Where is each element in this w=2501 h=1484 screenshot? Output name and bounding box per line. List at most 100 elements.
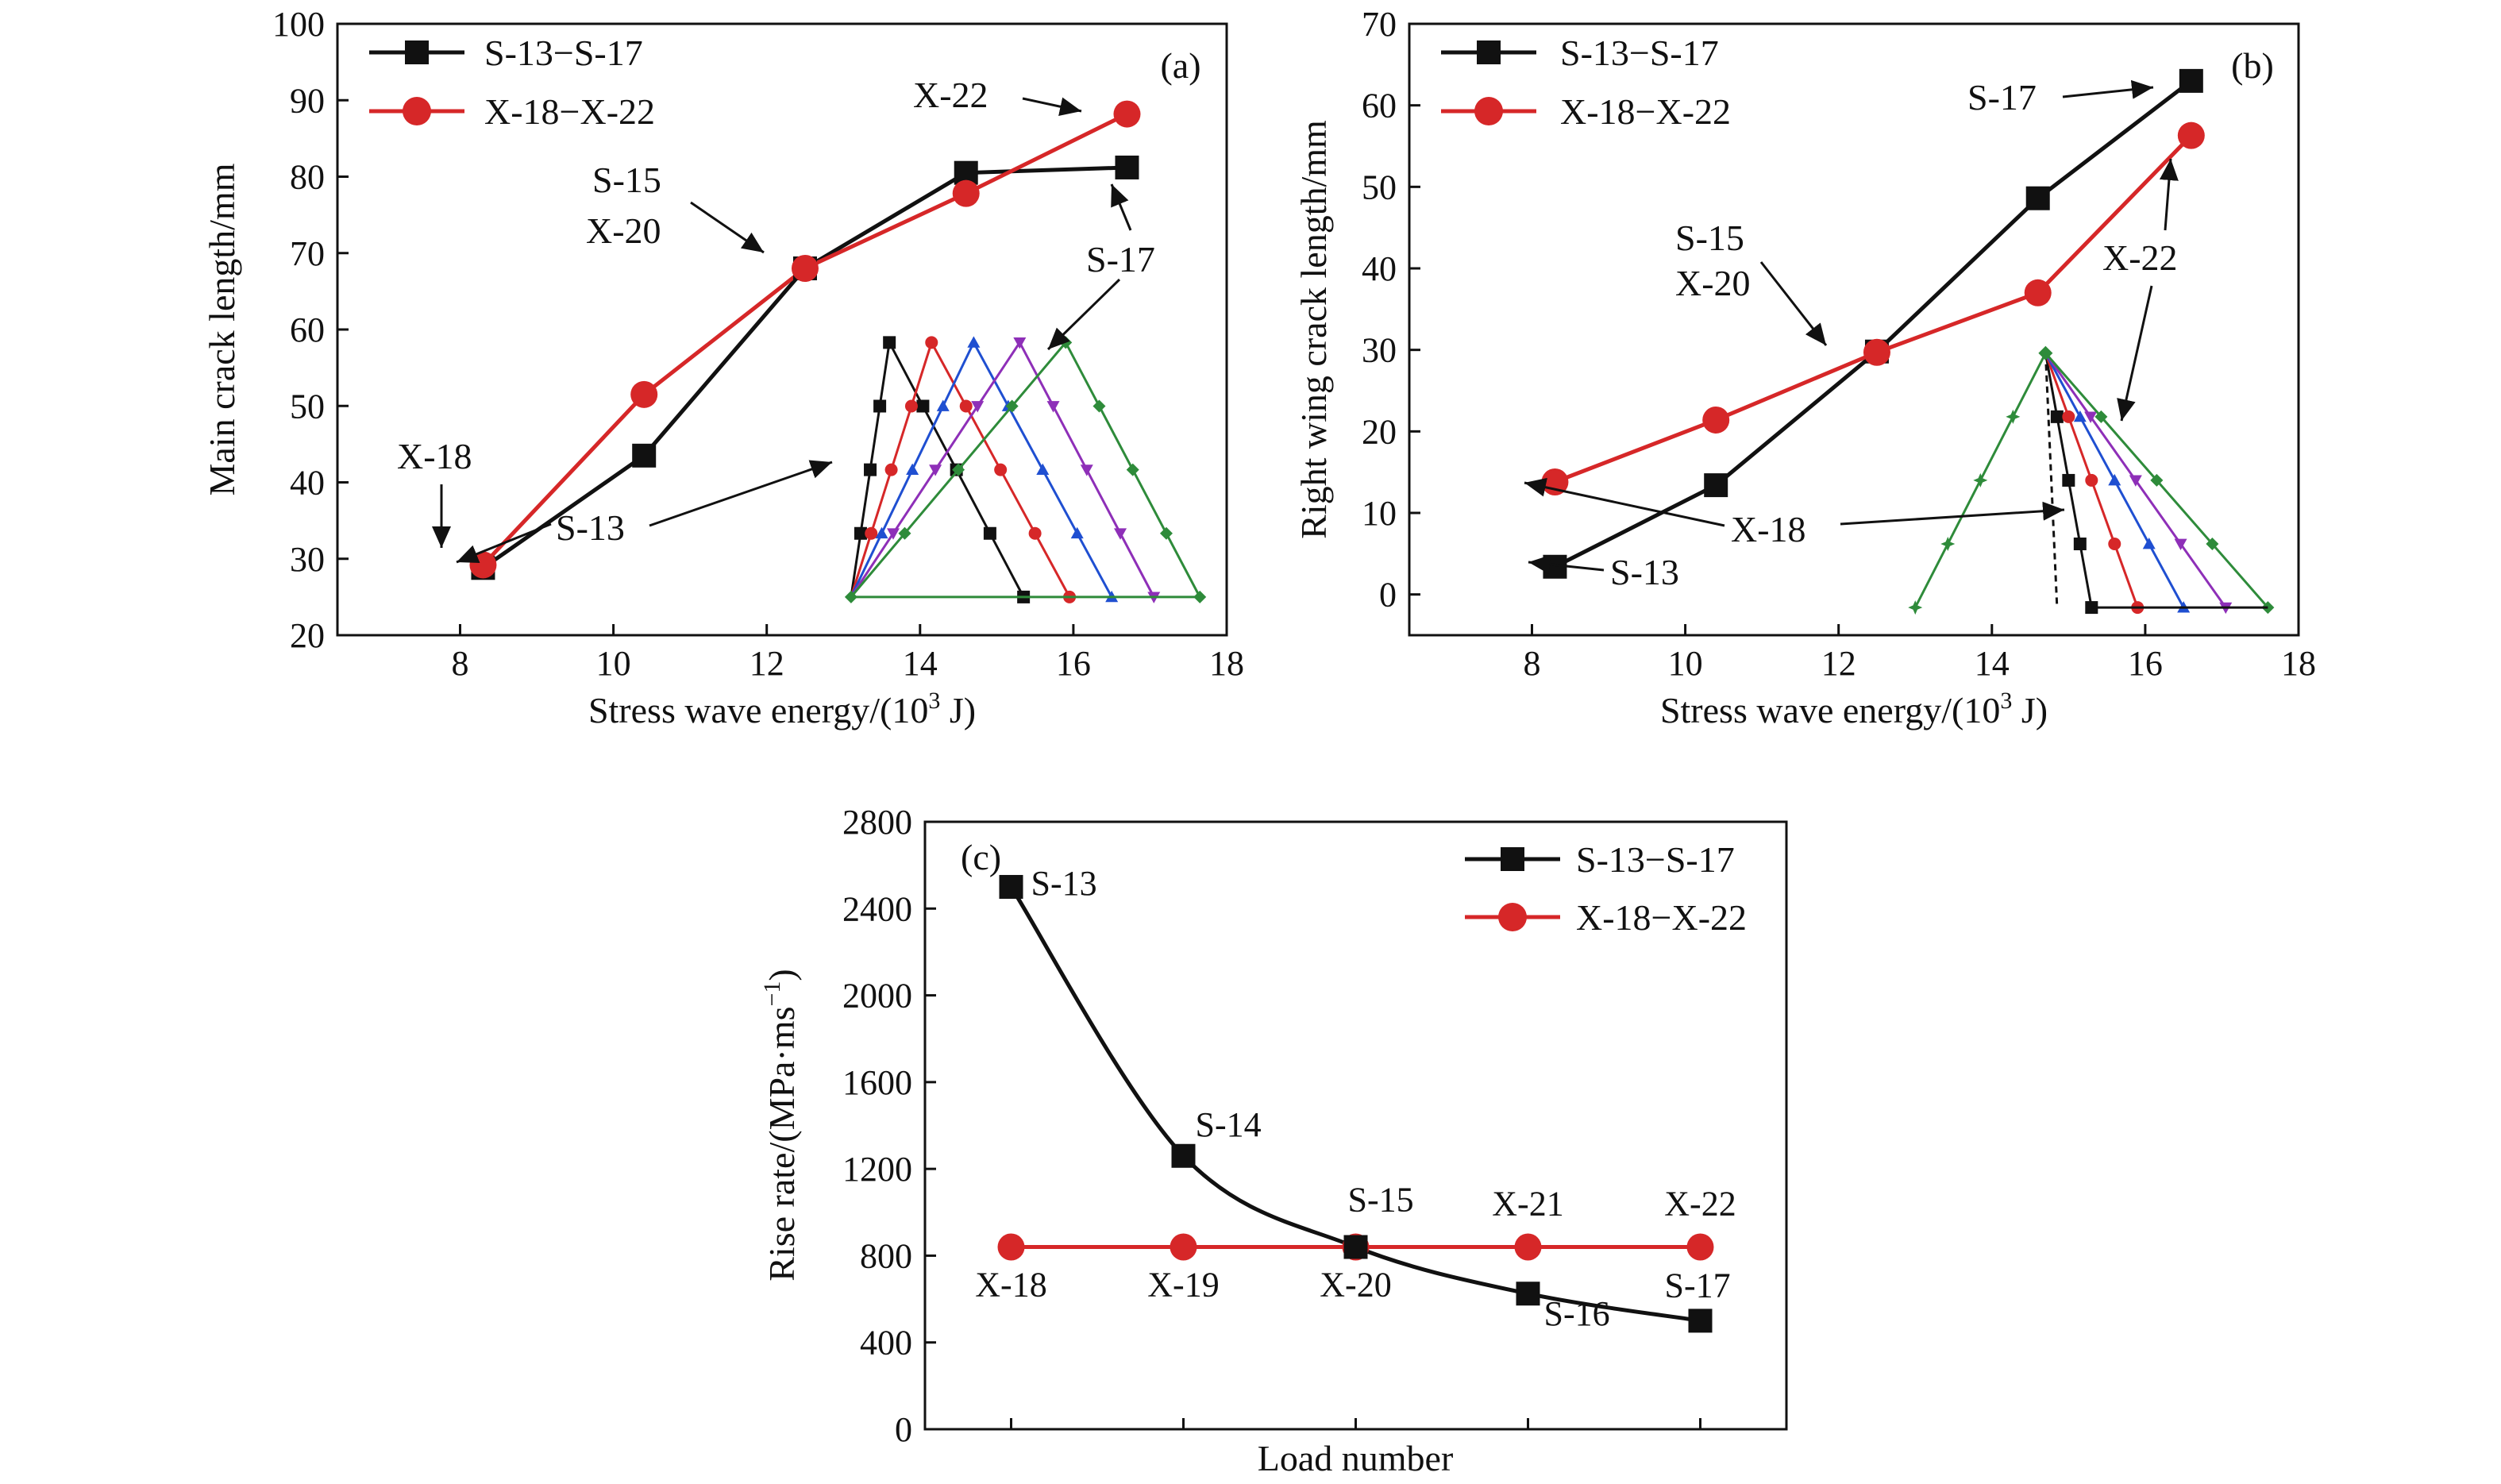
y-tick-label: 40 (290, 464, 325, 503)
data-point-s (1171, 1143, 1196, 1168)
panel-a-legend: S-13−S-17 X-18−X-22 (369, 33, 655, 132)
x-tick-label: 16 (1056, 644, 1091, 683)
arrow-x22 (1022, 97, 1082, 117)
inset-marker (1940, 537, 1956, 552)
inset-marker (983, 526, 996, 540)
point-label-s: S-14 (1196, 1105, 1262, 1144)
legend-marker-square (1477, 40, 1501, 64)
inset-marker (1080, 464, 1093, 476)
y-tick-label: 40 (1362, 249, 1397, 288)
y-tick-label: 100 (272, 5, 325, 44)
inset-marker (2094, 410, 2108, 423)
panel-c-ylabel: Rise rate/(MPa·ms−1) (759, 969, 802, 1281)
point-label-x: X-22 (1664, 1185, 1736, 1224)
inset-marker (844, 590, 857, 603)
inset-marker (929, 464, 942, 476)
inset-marker (864, 463, 877, 476)
x-tick-label: 14 (903, 644, 938, 683)
arrow-s13 (1528, 554, 1605, 574)
inset-marker (2038, 345, 2053, 360)
inset-marker (2073, 410, 2087, 422)
panel-a-ylabel: Main crack length/mm (202, 163, 242, 495)
legend-label-s: S-13−S-17 (1560, 33, 1719, 73)
inset-marker (883, 336, 896, 349)
inset-marker (884, 463, 898, 476)
point-label-x: X-20 (1320, 1266, 1391, 1305)
panel-b-chart: 8 10 12 14 16 18 0 10 20 30 40 50 60 70 Stress wave e… (1293, 5, 2316, 730)
inset-marker (865, 526, 878, 540)
inset-marker (1013, 337, 1027, 349)
panel-b-annotations: S-17 S-15 X-20 X-22 X-18 S-13 (1524, 77, 2179, 592)
inset-marker (2108, 538, 2121, 551)
y-tick-label: 70 (1362, 5, 1397, 44)
data-point-x (1514, 1233, 1542, 1261)
arrow-x22 (2159, 158, 2179, 231)
x-tick-label: 16 (2128, 644, 2163, 683)
data-point-s (2179, 68, 2203, 93)
panel-b-inset (1908, 345, 2275, 615)
y-tick-label: 50 (290, 387, 325, 426)
y-tick-label: 10 (1362, 494, 1397, 533)
inset-marker (1005, 399, 1019, 413)
legend-label-x: X-18−X-22 (1576, 897, 1747, 938)
panel-b-series (1541, 68, 2205, 579)
inset-marker (2062, 473, 2075, 487)
legend-label-s: S-13−S-17 (484, 33, 643, 73)
panel-b-frame (1408, 22, 2300, 637)
panel-c-series: S-13 S-14 S-15 S-16 S-17 X-18 X-19 X-20 X-21 X-22 (975, 864, 1736, 1333)
inset-marker (925, 336, 938, 349)
y-tick-label: 2400 (842, 889, 912, 928)
arrow-x18 (1524, 477, 1725, 527)
inset-marker (971, 401, 985, 413)
y-tick-label: 20 (290, 616, 325, 655)
inset-marker (2142, 538, 2156, 549)
annotation-s15: S-15 (1675, 218, 1744, 258)
y-tick-label: 1200 (842, 1150, 912, 1189)
inset-marker (2006, 409, 2021, 424)
annotation-s13: S-13 (556, 507, 625, 548)
inset-marker (904, 399, 918, 413)
inset-left-leg-black (2044, 353, 2059, 608)
panel-c-ticks: 0 400 800 1200 1600 2000 2400 2800 (842, 803, 1701, 1449)
annotation-s17: S-17 (1967, 77, 2037, 118)
inset-marker (2150, 473, 2164, 487)
panel-a-series (469, 100, 1141, 580)
inset-marker (2129, 475, 2142, 487)
legend-label-x: X-18−X-22 (1560, 91, 1731, 132)
legend-marker-circle (1474, 97, 1503, 125)
y-tick-label: 2800 (842, 803, 912, 842)
data-point-x (1702, 406, 1730, 434)
inset-marker (854, 526, 867, 540)
inset-marker (952, 463, 965, 476)
panel-c-xlabel: Load number (1258, 1438, 1454, 1478)
inset-curve (850, 340, 1201, 598)
annotation-x18: X-18 (397, 436, 472, 476)
annotation-x22: X-22 (2102, 237, 2178, 278)
data-point-s (999, 874, 1023, 899)
panel-b-xlabel: Stress wave energy/(103 J) (1660, 688, 2048, 730)
data-point-x (1686, 1233, 1714, 1261)
data-point-x (2177, 121, 2205, 149)
arrow-x22-inset (2117, 285, 2153, 422)
y-tick-label: 50 (1362, 168, 1397, 206)
data-point-x (1113, 100, 1141, 128)
inset-marker (887, 528, 900, 540)
y-tick-label: 80 (290, 158, 325, 197)
inset-marker (1093, 399, 1106, 413)
y-tick-label: 400 (860, 1324, 912, 1363)
y-tick-label: 2000 (842, 977, 912, 1016)
y-tick-label: 800 (860, 1236, 912, 1275)
data-point-s (1115, 155, 1139, 179)
inset-marker (967, 336, 981, 348)
y-tick-label: 60 (1362, 87, 1397, 125)
arrow-s13 (456, 522, 552, 564)
panel-a-chart: 8 10 12 14 16 18 20 30 40 50 60 70 80 90 100 Stress wa… (202, 5, 1244, 730)
series-line-x18-x22 (1554, 133, 2193, 484)
inset-marker (994, 463, 1008, 476)
x-tick-label: 8 (1523, 644, 1540, 683)
legend-label-s: S-13−S-17 (1576, 839, 1735, 880)
point-label-x: X-21 (1492, 1185, 1563, 1224)
annotation-x20: X-20 (586, 210, 661, 251)
y-tick-label: 0 (1379, 576, 1397, 615)
x-tick-label: 8 (451, 644, 468, 683)
